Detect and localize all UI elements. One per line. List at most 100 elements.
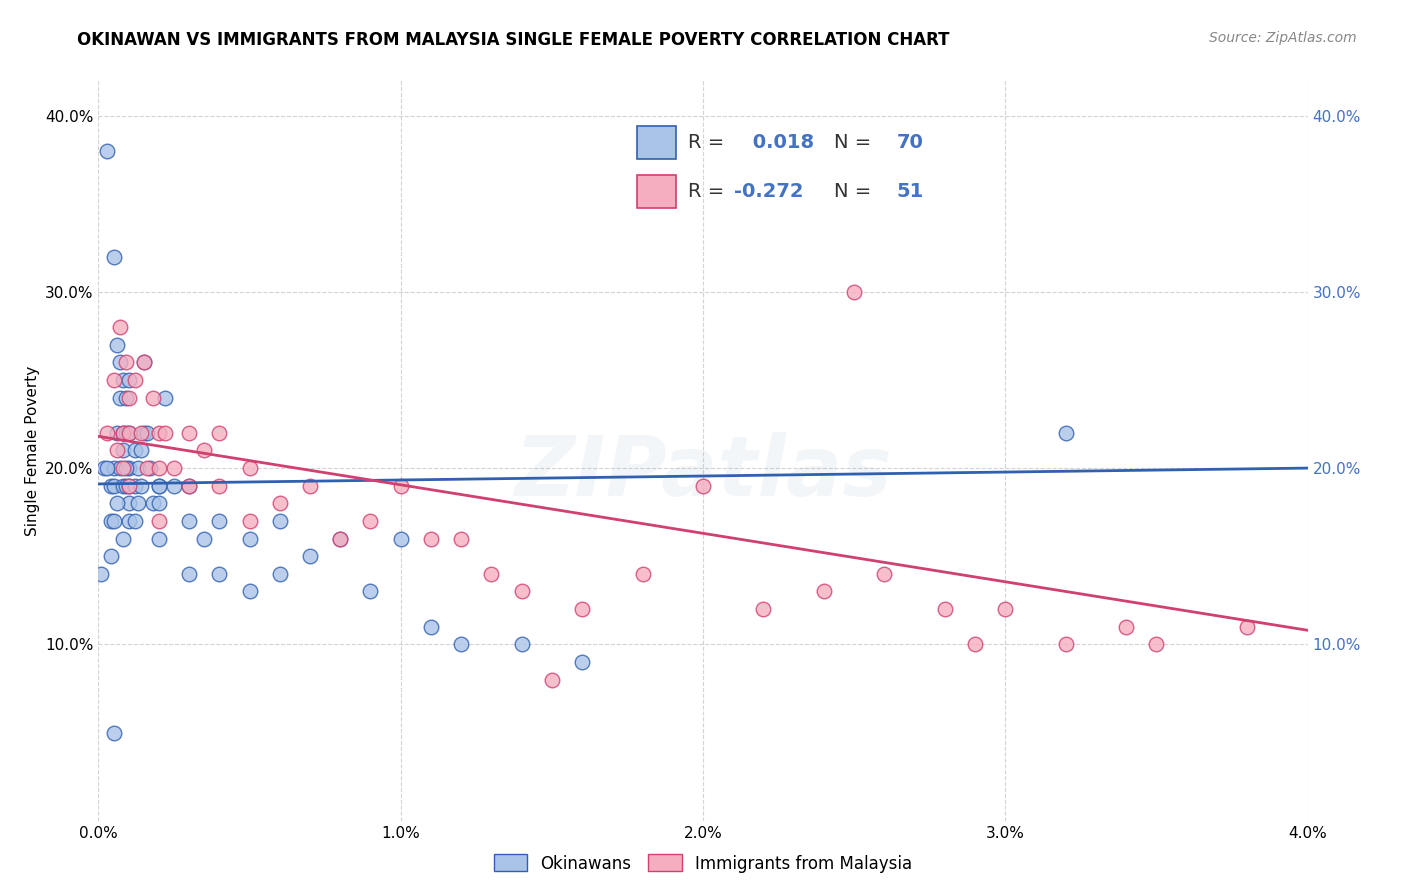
Point bbox=[132, 425, 155, 440]
Point bbox=[118, 425, 141, 440]
Text: N =: N = bbox=[835, 182, 877, 202]
Point bbox=[148, 461, 170, 475]
Point bbox=[179, 514, 201, 528]
Point bbox=[100, 514, 122, 528]
Point bbox=[124, 443, 146, 458]
Point bbox=[114, 391, 136, 405]
Point bbox=[420, 620, 443, 634]
Text: ZIPatlas: ZIPatlas bbox=[515, 432, 891, 513]
Point bbox=[105, 443, 128, 458]
Text: R =: R = bbox=[688, 133, 730, 153]
Point bbox=[103, 514, 125, 528]
Point bbox=[299, 549, 322, 564]
Point bbox=[129, 443, 152, 458]
Point bbox=[179, 425, 201, 440]
Point bbox=[163, 461, 186, 475]
Point bbox=[360, 584, 382, 599]
Point bbox=[118, 425, 141, 440]
Point bbox=[148, 514, 170, 528]
Point bbox=[124, 373, 146, 387]
Text: R =: R = bbox=[688, 182, 730, 202]
Point bbox=[114, 479, 136, 493]
Point bbox=[389, 532, 412, 546]
Text: 0.018: 0.018 bbox=[745, 133, 814, 153]
Point bbox=[994, 602, 1017, 616]
Point bbox=[148, 479, 170, 493]
Point bbox=[813, 584, 835, 599]
Point bbox=[208, 566, 231, 581]
Point bbox=[132, 355, 155, 369]
Point bbox=[510, 637, 533, 651]
Point bbox=[96, 425, 118, 440]
Point bbox=[124, 514, 146, 528]
Point bbox=[239, 514, 262, 528]
Point bbox=[239, 461, 262, 475]
Point bbox=[118, 373, 141, 387]
Point bbox=[100, 479, 122, 493]
Point bbox=[193, 532, 215, 546]
Point bbox=[208, 514, 231, 528]
Point bbox=[111, 443, 134, 458]
Point bbox=[129, 479, 152, 493]
Point bbox=[90, 566, 112, 581]
Point bbox=[148, 479, 170, 493]
Point bbox=[142, 391, 165, 405]
Point bbox=[114, 355, 136, 369]
Point bbox=[118, 461, 141, 475]
Point bbox=[450, 637, 472, 651]
Point bbox=[124, 479, 146, 493]
Point bbox=[148, 532, 170, 546]
Point bbox=[540, 673, 562, 687]
Point bbox=[179, 566, 201, 581]
Point bbox=[153, 425, 176, 440]
Point bbox=[111, 479, 134, 493]
Point bbox=[127, 496, 149, 510]
Point bbox=[631, 566, 654, 581]
Point bbox=[752, 602, 775, 616]
Point bbox=[329, 532, 352, 546]
Point bbox=[239, 532, 262, 546]
Point bbox=[208, 479, 231, 493]
Point bbox=[111, 461, 134, 475]
Point bbox=[269, 496, 291, 510]
Point bbox=[96, 144, 118, 158]
Point bbox=[163, 479, 186, 493]
Point bbox=[844, 285, 866, 299]
Point bbox=[108, 461, 131, 475]
Point bbox=[96, 461, 118, 475]
Point bbox=[1054, 425, 1077, 440]
Point bbox=[269, 514, 291, 528]
Point bbox=[118, 496, 141, 510]
Point bbox=[105, 425, 128, 440]
Point bbox=[118, 479, 141, 493]
Text: 70: 70 bbox=[897, 133, 924, 153]
Point bbox=[208, 425, 231, 440]
Y-axis label: Single Female Poverty: Single Female Poverty bbox=[24, 366, 39, 535]
Point bbox=[965, 637, 987, 651]
Point bbox=[389, 479, 412, 493]
Point bbox=[108, 320, 131, 334]
Text: OKINAWAN VS IMMIGRANTS FROM MALAYSIA SINGLE FEMALE POVERTY CORRELATION CHART: OKINAWAN VS IMMIGRANTS FROM MALAYSIA SIN… bbox=[77, 31, 950, 49]
Point bbox=[111, 373, 134, 387]
Bar bbox=[637, 126, 676, 159]
Text: Source: ZipAtlas.com: Source: ZipAtlas.com bbox=[1209, 31, 1357, 45]
Point bbox=[114, 425, 136, 440]
Point bbox=[1115, 620, 1137, 634]
Point bbox=[420, 532, 443, 546]
Point bbox=[111, 532, 134, 546]
Point bbox=[148, 425, 170, 440]
Point bbox=[148, 496, 170, 510]
Point bbox=[103, 373, 125, 387]
Point bbox=[103, 250, 125, 264]
Point bbox=[1146, 637, 1168, 651]
Point bbox=[934, 602, 956, 616]
Point bbox=[118, 391, 141, 405]
Point bbox=[1054, 637, 1077, 651]
Point bbox=[103, 725, 125, 739]
Point bbox=[105, 496, 128, 510]
Point bbox=[135, 425, 157, 440]
Point bbox=[692, 479, 714, 493]
Point bbox=[510, 584, 533, 599]
Point bbox=[103, 479, 125, 493]
Legend: Okinawans, Immigrants from Malaysia: Okinawans, Immigrants from Malaysia bbox=[488, 847, 918, 880]
